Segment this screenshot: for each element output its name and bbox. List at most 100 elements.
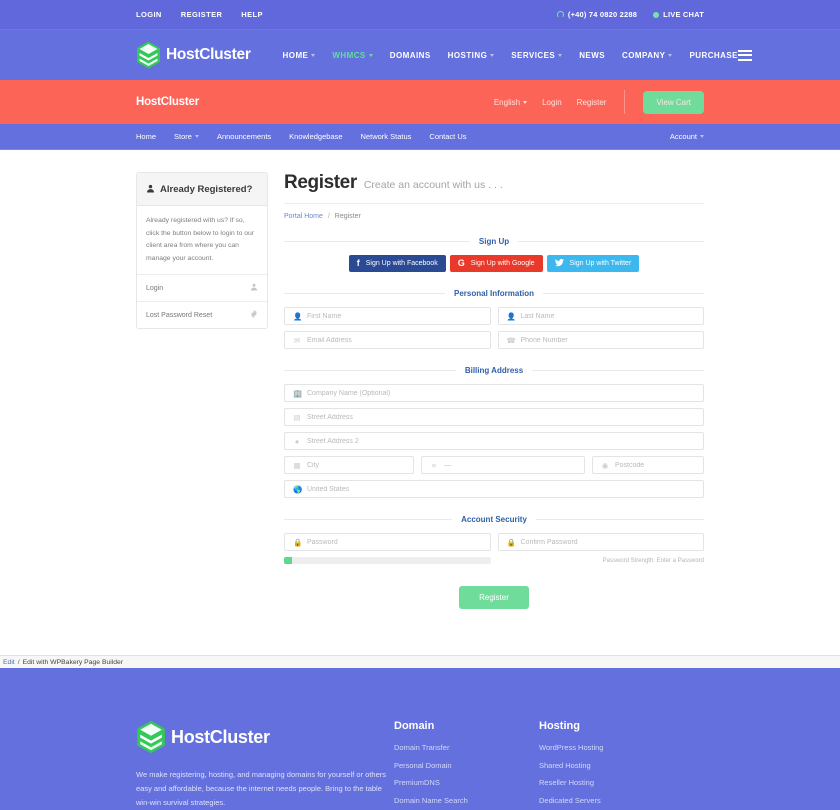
first-name-input[interactable]: 👤 First Name (284, 307, 491, 325)
live-chat-label: LIVE CHAT (663, 10, 704, 19)
chevron-down-icon (490, 53, 495, 57)
breadcrumb-separator: / (327, 213, 330, 220)
map-pin-icon: ● (294, 436, 300, 446)
whmcs-nav-network-status[interactable]: Network Status (361, 132, 412, 141)
whmcs-nav-home[interactable]: Home (136, 132, 156, 141)
topbar-link-help[interactable]: HELP (241, 10, 263, 19)
phone-input[interactable]: ☎ Phone Number (497, 331, 704, 349)
top-utility-contact: (+40) 74 0820 2288 LIVE CHAT (556, 10, 704, 19)
city-placeholder: City (307, 461, 320, 469)
country-select[interactable]: 🌎 United States (284, 480, 704, 498)
section-rule-left (284, 241, 470, 242)
footer-link-wordpress-hosting[interactable]: WordPress Hosting (539, 743, 604, 752)
section-rule-right (543, 293, 705, 294)
edit-with-wpbakery-link[interactable]: Edit with WPBakery Page Builder (22, 658, 124, 666)
breadcrumb-portal-home[interactable]: Portal Home (284, 213, 323, 220)
footer-logo[interactable]: HostCluster (136, 720, 394, 754)
signup-facebook-label: Sign Up with Facebook (365, 260, 438, 267)
chevron-down-icon (558, 53, 563, 57)
hamburger-menu-icon[interactable] (737, 49, 752, 61)
chevron-down-icon (194, 135, 199, 138)
nav-item-company-label: COMPANY (622, 50, 666, 60)
footer-link-reseller-hosting[interactable]: Reseller Hosting (539, 778, 595, 787)
site-logo-text: HostCluster (166, 46, 251, 63)
whmcs-nav-home-label: Home (136, 132, 157, 141)
edit-link[interactable]: Edit (3, 658, 15, 666)
password-strength-label: Password Strength: Enter a Password (602, 557, 704, 564)
panel-title: Already Registered? (160, 183, 253, 195)
first-name-placeholder: First Name (307, 312, 342, 320)
confirm-password-placeholder: Confirm Password (520, 538, 578, 546)
whmcs-nav-knowledgebase[interactable]: Knowledgebase (289, 132, 342, 141)
sidebar-item-login-label: Login (146, 284, 164, 292)
breadcrumb-current: Register (334, 213, 361, 220)
page-title-text: Register (284, 172, 357, 193)
hexagon-logo-icon (136, 41, 161, 69)
whmcs-nav-announcements-label: Announcements (216, 132, 272, 141)
lock-icon: 🔒 (506, 537, 516, 547)
signup-facebook-button[interactable]: f Sign Up with Facebook (348, 255, 446, 272)
street-address-input[interactable]: ▤ Street Address (284, 408, 704, 426)
phone-number[interactable]: (+40) 74 0820 2288 (556, 10, 637, 19)
nav-item-purchase[interactable]: PURCHASE (689, 51, 738, 60)
signup-twitter-label: Sign Up with Twitter (569, 260, 632, 267)
nav-item-whmcs[interactable]: WHMCS (332, 51, 373, 60)
user-icon: 👤 (293, 311, 303, 321)
nav-item-home-label: HOME (282, 50, 309, 60)
signup-twitter-button[interactable]: Sign Up with Twitter (546, 255, 640, 272)
whmcs-nav-account[interactable]: Account (670, 132, 704, 141)
nav-item-hosting[interactable]: HOSTING (448, 51, 495, 60)
sidebar-item-login[interactable]: Login (137, 274, 267, 301)
company-name-input[interactable]: 🏢 Company Name (Optional) (284, 384, 704, 402)
live-chat-button[interactable]: LIVE CHAT (653, 10, 704, 19)
register-submit-button[interactable]: Register (459, 586, 529, 609)
nav-item-domains[interactable]: DOMAINS (390, 51, 431, 60)
section-heading-billing-label: Billing Address (464, 366, 524, 375)
language-selector[interactable]: English (494, 98, 528, 107)
whmcs-nav-contact-us[interactable]: Contact Us (429, 132, 466, 141)
signup-google-button[interactable]: G Sign Up with Google (449, 255, 543, 272)
site-logo[interactable]: HostCluster (136, 41, 251, 69)
section-heading-signup-label: Sign Up (478, 237, 510, 246)
footer-link-dedicated-servers[interactable]: Dedicated Servers (539, 795, 601, 805)
chat-status-icon (653, 11, 660, 18)
top-utility-bar: LOGIN REGISTER HELP (+40) 74 0820 2288 L… (0, 0, 840, 30)
section-heading-security-label: Account Security (461, 515, 527, 524)
nav-item-home[interactable]: HOME (283, 51, 316, 60)
footer-link-shared-hosting[interactable]: Shared Hosting (539, 760, 591, 770)
state-select[interactable]: ≡ — (421, 456, 585, 474)
postcode-input[interactable]: ◉ Postcode (592, 456, 704, 474)
confirm-password-input[interactable]: 🔒 Confirm Password (497, 533, 704, 551)
whmcs-nav-announcements[interactable]: Announcements (217, 132, 271, 141)
chevron-down-icon (668, 53, 673, 57)
sidebar-item-lost-password-reset[interactable]: Lost Password Reset (137, 301, 267, 328)
phone-placeholder: Phone Number (520, 336, 568, 344)
whmcs-nav-store-label: Store (174, 132, 192, 141)
street-address-2-input[interactable]: ● Street Address 2 (284, 432, 704, 450)
section-heading-signup: Sign Up (284, 237, 704, 246)
nav-item-company[interactable]: COMPANY (622, 50, 673, 60)
whmcs-login-link[interactable]: Login (542, 97, 562, 107)
topbar-link-login[interactable]: LOGIN (136, 10, 162, 19)
password-input[interactable]: 🔒 Password (284, 533, 491, 551)
nav-item-news[interactable]: NEWS (579, 51, 605, 60)
view-cart-button[interactable]: View Cart (643, 90, 704, 114)
email-placeholder: Email Address (307, 336, 352, 344)
footer-link-domain-name-search[interactable]: Domain Name Search (394, 795, 468, 805)
city-input[interactable]: ▦ City (284, 456, 414, 474)
twitter-icon (554, 258, 564, 269)
building-icon: 🏢 (293, 388, 303, 398)
street-address-2-placeholder: Street Address 2 (307, 437, 359, 445)
whmcs-nav-store[interactable]: Store (174, 132, 199, 141)
footer-column-hosting: Hosting WordPress Hosting Shared Hosting… (539, 720, 684, 810)
topbar-link-register[interactable]: REGISTER (180, 10, 223, 19)
footer-link-personal-domain[interactable]: Personal Domain (394, 760, 452, 770)
footer-link-domain-transfer[interactable]: Domain Transfer (394, 743, 450, 752)
whmcs-register-link[interactable]: Register (576, 97, 607, 107)
title-divider (284, 203, 704, 204)
footer-link-premiumdns[interactable]: PremiumDNS (394, 778, 440, 787)
nav-item-services[interactable]: SERVICES (511, 51, 563, 60)
last-name-input[interactable]: 👤 Last Name (497, 307, 704, 325)
email-input[interactable]: ✉ Email Address (284, 331, 491, 349)
globe-icon: ◉ (601, 460, 609, 470)
